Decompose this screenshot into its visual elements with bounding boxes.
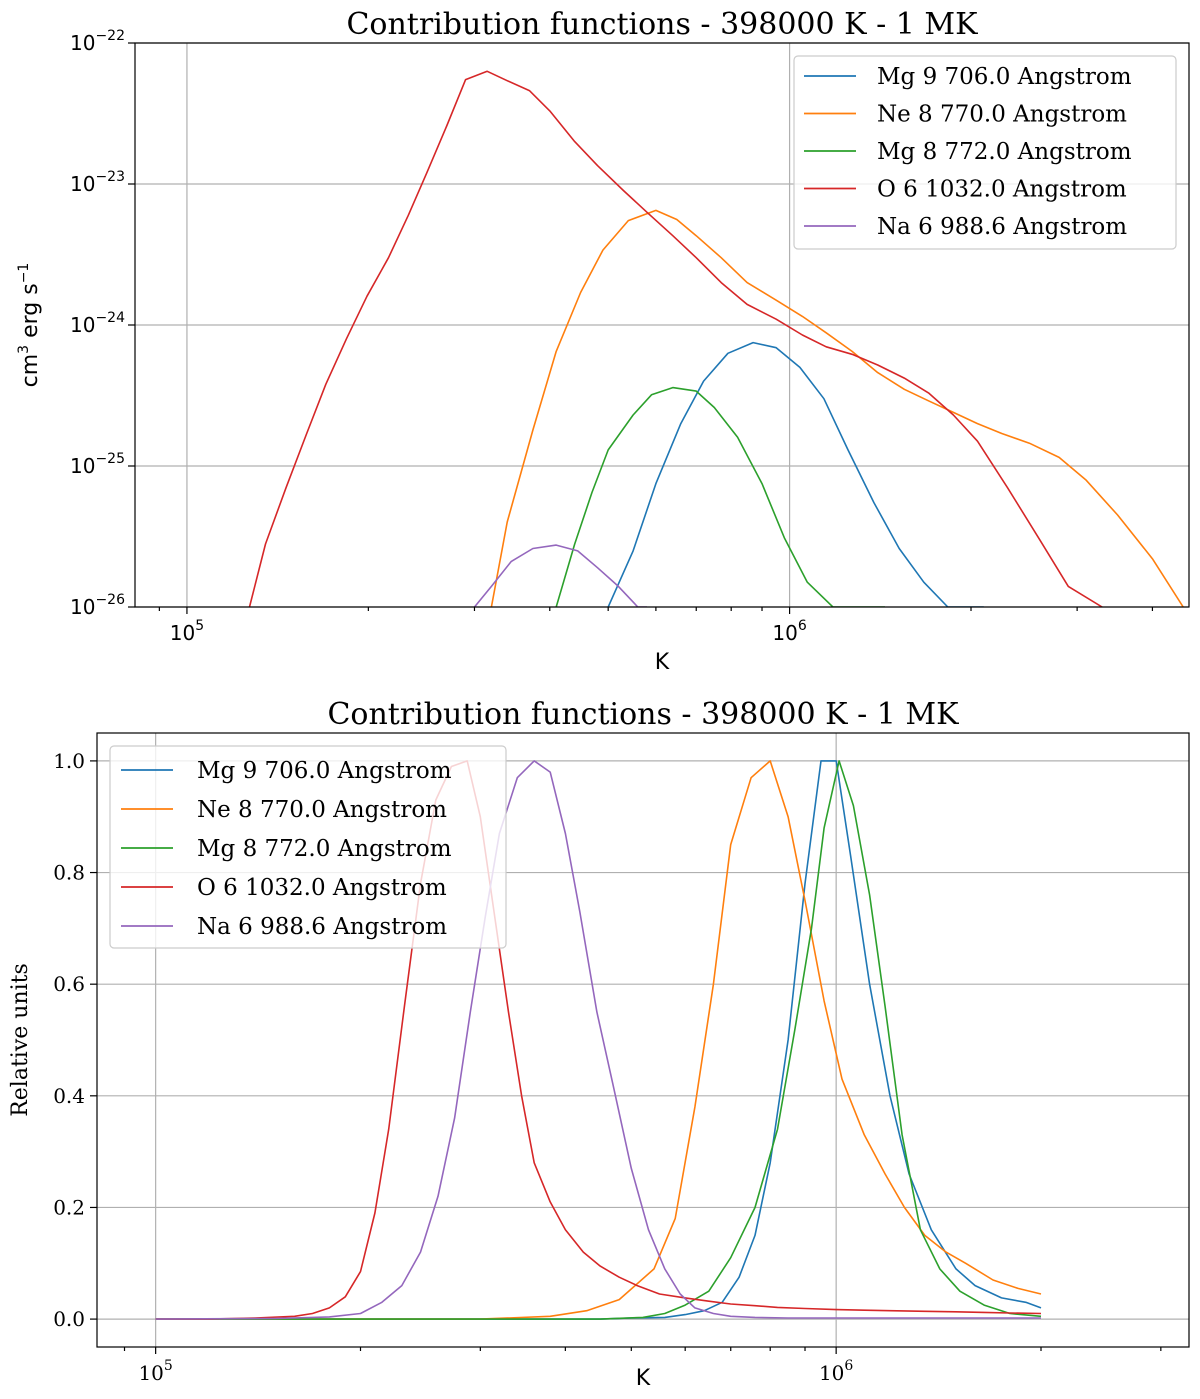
- legend-label: Ne 8 770.0 Angstrom: [197, 797, 447, 823]
- x-tick-label: 106: [819, 1358, 853, 1385]
- y-tick-label: 0.2: [53, 1195, 85, 1219]
- y-tick-label: 10−25: [70, 451, 125, 478]
- y-tick-label: 1.0: [53, 749, 85, 773]
- y-tick-label: 0.6: [53, 972, 85, 996]
- chart-top-ticks: 105 106 10−26 10−25 10−24 10−23 10−22: [70, 28, 1154, 645]
- legend-label: O 6 1032.0 Angstrom: [197, 875, 447, 901]
- x-tick-label: 105: [138, 1358, 172, 1385]
- chart-top-series: [248, 70, 1184, 607]
- series-line-1: [607, 341, 984, 607]
- chart-top-legend: Mg 9 706.0 Angstrom Ne 8 770.0 Angstrom Mg…: [793, 55, 1177, 250]
- y-tick-label: 10−23: [70, 169, 125, 196]
- chart-bottom-ylabel: Relative units: [8, 963, 33, 1117]
- series-line-5: [155, 760, 1041, 1320]
- chart-top-title: Contribution functions - 398000 K - 1 MK: [346, 7, 978, 42]
- y-tick-label: 0.8: [53, 861, 85, 885]
- chart-top-xlabel: K: [655, 650, 670, 675]
- series-line-2: [155, 760, 1042, 1320]
- series-line-3: [155, 760, 1042, 1320]
- chart-bottom: Contribution functions - 398000 K - 1 MK…: [8, 697, 1190, 1391]
- chart-top: Contribution functions - 398000 K - 1 MK…: [16, 7, 1190, 675]
- legend-label: Na 6 988.6 Angstrom: [197, 914, 447, 940]
- x-tick-label: 105: [170, 618, 204, 645]
- chart-top-ylabel: cm3 erg s−1: [16, 263, 43, 388]
- series-line-4: [155, 760, 1042, 1320]
- y-tick-label: 10−24: [70, 310, 125, 337]
- series-line-5: [473, 544, 647, 607]
- chart-bottom-xlabel: K: [636, 1366, 651, 1391]
- y-tick-label: 0.4: [53, 1084, 85, 1108]
- y-tick-label: 10−22: [70, 28, 125, 55]
- legend-label: Na 6 988.6 Angstrom: [877, 214, 1127, 240]
- legend-label: Mg 8 772.0 Angstrom: [197, 836, 452, 862]
- chart-bottom-legend: Mg 9 706.0 Angstrom Ne 8 770.0 Angstrom Mg…: [109, 745, 507, 949]
- legend-box: [793, 55, 1177, 250]
- chart-bottom-ticks: 105 106 0.0 0.2 0.4 0.6 0.8 1.0: [53, 749, 1162, 1385]
- legend-label: Mg 8 772.0 Angstrom: [877, 139, 1132, 165]
- series-line-2: [490, 209, 1184, 607]
- legend-box: [109, 745, 507, 949]
- series-line-3: [555, 386, 885, 607]
- chart-bottom-title: Contribution functions - 398000 K - 1 MK: [327, 697, 959, 732]
- x-tick-label: 106: [772, 618, 806, 645]
- chart-bottom-axes-frame: [96, 732, 1190, 1348]
- legend-label: Ne 8 770.0 Angstrom: [877, 102, 1127, 128]
- legend-label: Mg 9 706.0 Angstrom: [877, 64, 1132, 90]
- y-tick-label: 0.0: [53, 1307, 85, 1331]
- series-line-4: [248, 70, 1103, 607]
- chart-bottom-series: [155, 760, 1042, 1320]
- y-tick-label: 10−26: [70, 592, 125, 619]
- legend-label: O 6 1032.0 Angstrom: [877, 177, 1127, 203]
- legend-label: Mg 9 706.0 Angstrom: [197, 758, 452, 784]
